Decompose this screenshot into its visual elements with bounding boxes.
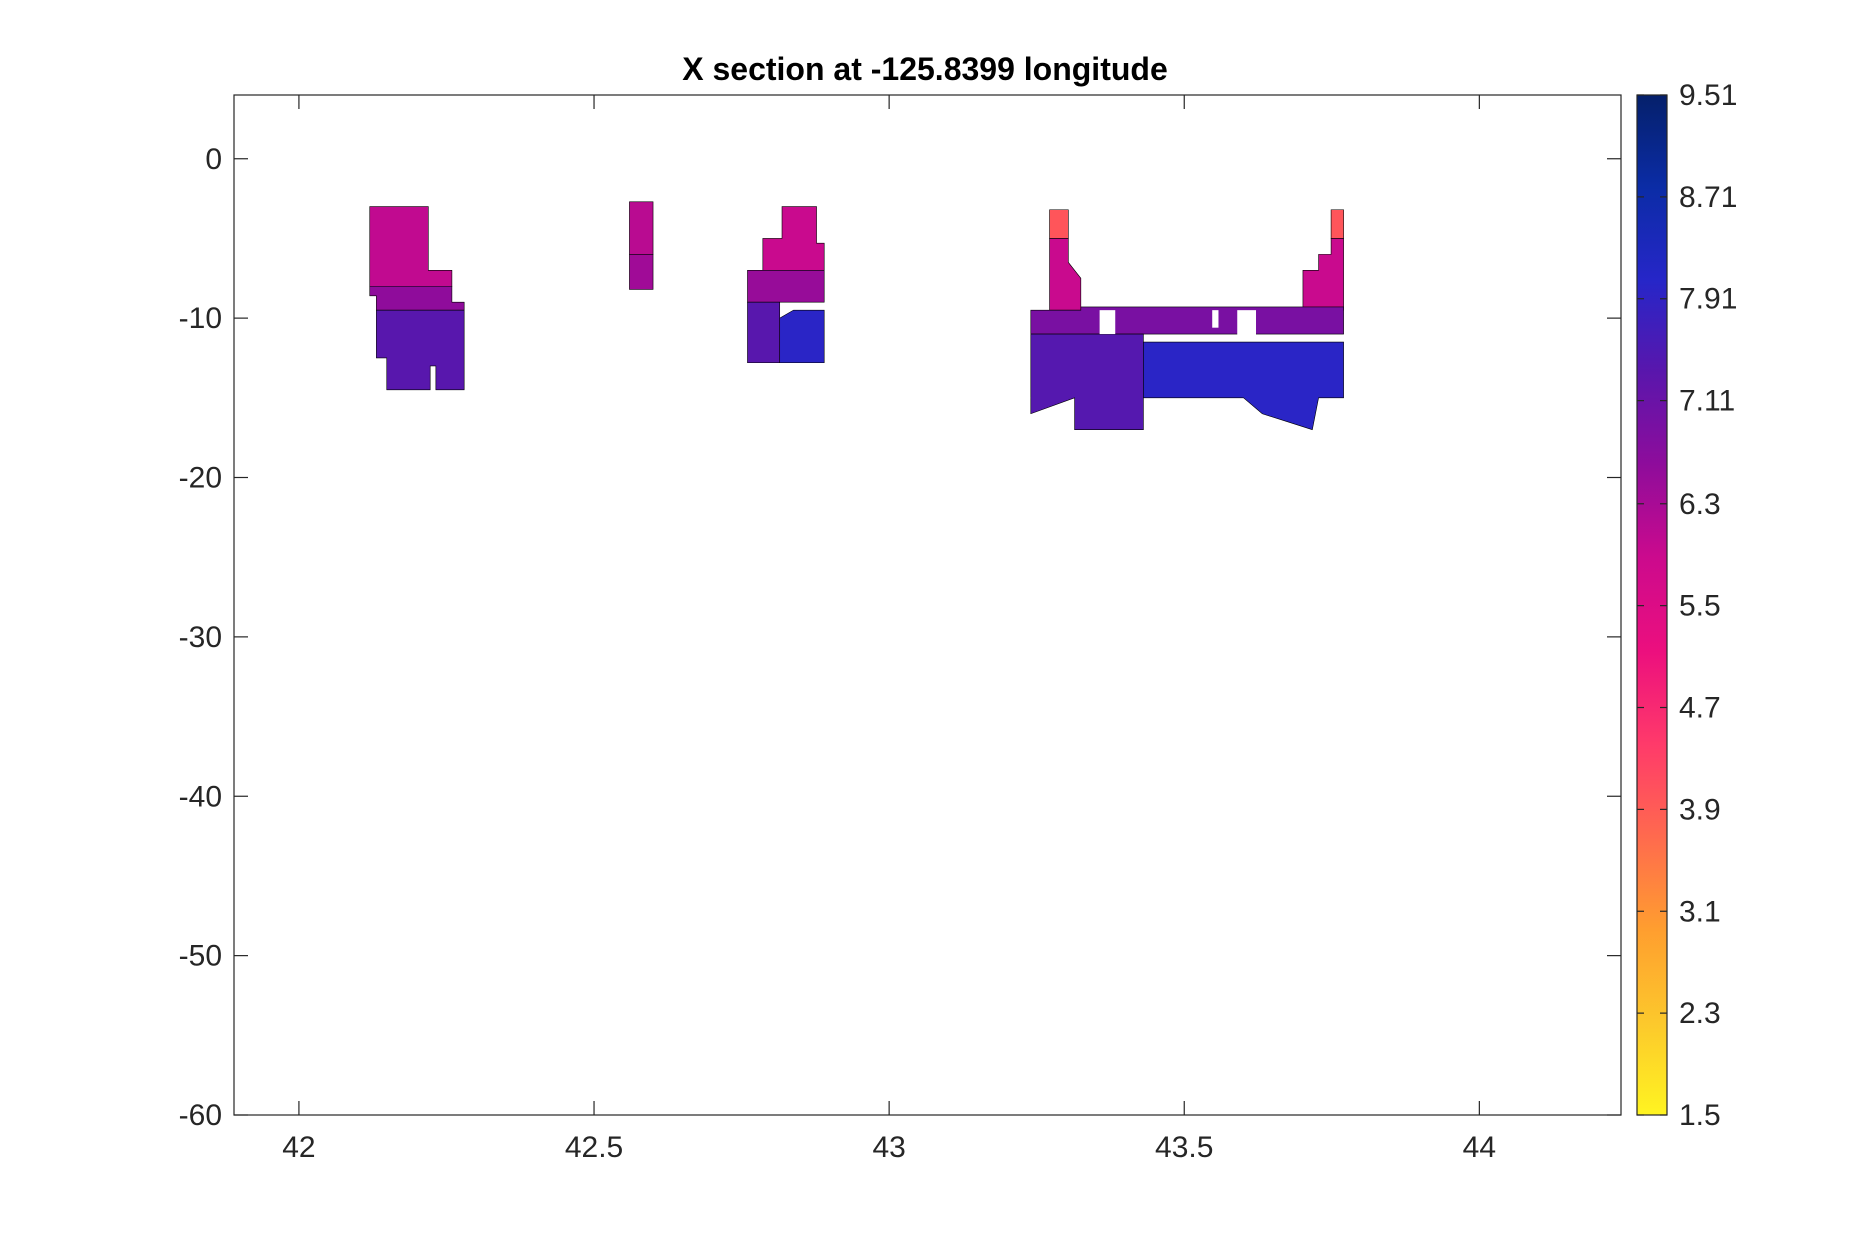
- contour-regions: [369, 201, 1344, 431]
- plot-area: 42 42.5 43 43.5 44 0 -10 -20 -30 -40 -50 -60: [179, 94, 1622, 1164]
- contour-band: [1143, 341, 1344, 431]
- colorbar-tick-label: 1.5: [1679, 1099, 1721, 1132]
- colorbar-tick-label: 3.9: [1679, 793, 1721, 826]
- x-tick-label: 44: [1463, 1131, 1496, 1164]
- x-axis: 42 42.5 43 43.5 44: [282, 95, 1496, 1164]
- contour-band: [1330, 209, 1344, 239]
- y-tick-label: -50: [179, 940, 222, 973]
- y-tick-label: -20: [179, 462, 222, 495]
- colorbar: 9.51 8.71 7.91 7.11 6.3 5.5 4.7 3.9 3.1 2.3 1.5: [1636, 79, 1737, 1132]
- contour-band: [1030, 306, 1344, 335]
- colorbar-ticks: 9.51 8.71 7.91 7.11 6.3 5.5 4.7 3.9 3.1 2.3 1.5: [1637, 79, 1737, 1132]
- contour-region-region-3: [747, 206, 825, 364]
- contour-band: [1049, 209, 1069, 239]
- y-tick-label: -60: [179, 1099, 222, 1132]
- colorbar-tick-label: 8.71: [1679, 181, 1737, 214]
- y-tick-label: -30: [179, 621, 222, 654]
- colorbar-tick-label: 9.51: [1679, 79, 1737, 112]
- colorbar-bar: [1636, 94, 1668, 1116]
- x-tick-label: 43: [872, 1131, 905, 1164]
- colorbar-tick-label: 7.91: [1679, 283, 1737, 316]
- contour-band: [376, 309, 465, 391]
- chart-title: X section at -125.8399 longitude: [682, 51, 1167, 87]
- colorbar-tick-label: 4.7: [1679, 692, 1721, 725]
- contour-band: [747, 301, 781, 364]
- contour-band: [629, 201, 654, 255]
- y-axis: 0 -10 -20 -30 -40 -50 -60: [179, 143, 1621, 1132]
- contour-region-region-2: [629, 201, 654, 290]
- colorbar-tick-label: 6.3: [1679, 488, 1721, 521]
- colorbar-tick-label: 2.3: [1679, 997, 1721, 1030]
- data-gap: [1099, 310, 1116, 335]
- data-gap: [1237, 310, 1257, 338]
- x-tick-label: 42: [282, 1131, 315, 1164]
- contour-band: [1030, 333, 1144, 430]
- axes-frame: [233, 94, 1622, 1116]
- y-tick-label: -10: [179, 302, 222, 335]
- y-tick-label: -40: [179, 780, 222, 813]
- x-tick-label: 42.5: [565, 1131, 623, 1164]
- x-tick-label: 43.5: [1155, 1131, 1213, 1164]
- contour-region-region-1: [369, 206, 465, 391]
- contour-region-region-4: [1030, 209, 1344, 431]
- colorbar-tick-label: 7.11: [1679, 385, 1735, 418]
- contour-band: [779, 309, 825, 364]
- colorbar-tick-label: 3.1: [1679, 895, 1721, 928]
- data-gap: [1212, 310, 1219, 328]
- contour-band: [747, 270, 825, 303]
- contour-band: [629, 254, 654, 290]
- contour-band: [1302, 238, 1344, 311]
- y-tick-label: 0: [205, 143, 222, 176]
- axes-box: [234, 95, 1621, 1115]
- contour-band: [369, 285, 465, 311]
- colorbar-tick-label: 5.5: [1679, 590, 1721, 623]
